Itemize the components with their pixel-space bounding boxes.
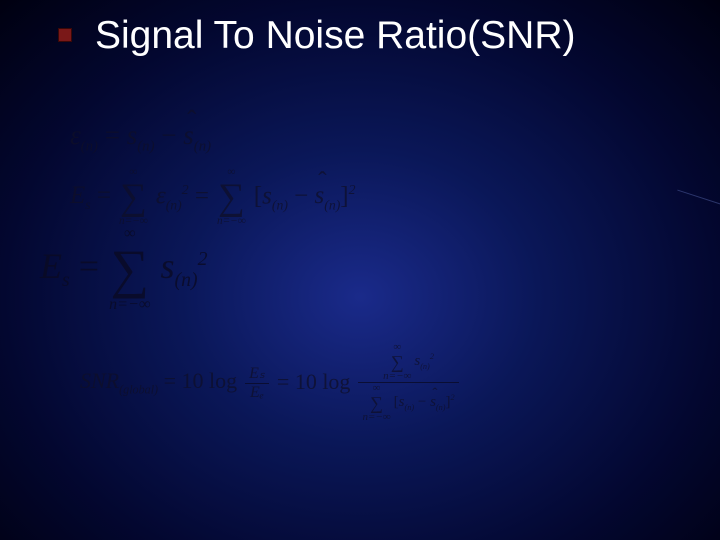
eq1-lhs-sym: ε — [70, 120, 81, 150]
eq4-num-sub: (n) — [420, 362, 430, 371]
equation-error-definition: ε(n) = s(n) − s(n) — [70, 120, 670, 155]
eq4-f2-num: ∞ ∑ n=−∞ s(n)2 — [379, 342, 438, 382]
eq4-num-sup: 2 — [430, 352, 434, 361]
eq4-d1-sub: (n) — [404, 403, 414, 412]
equation-snr-global: SNR(global) = 10 log Eₛ Eₑ = 10 log ∞ ∑ … — [80, 342, 670, 423]
eq2-t1-sub: (n) — [166, 197, 182, 212]
eq2-lbr: [ — [254, 182, 262, 209]
eq4-equals2: = — [277, 369, 295, 394]
eq2-t1-sup: 2 — [182, 182, 189, 197]
eq4-minus: − — [414, 394, 430, 410]
eq4-f1-den: Eₑ — [246, 384, 268, 402]
equation-error-energy: Es = ∞ ∑ n=−∞ ε(n)2 = ∞ ∑ n=−∞ [s(n) − s… — [70, 167, 670, 227]
eq3-lhs-sym: E — [40, 246, 62, 286]
eq4-ns-sym: ∑ — [391, 353, 404, 371]
eq2-sigma2: ∞ ∑ n=−∞ — [217, 167, 246, 227]
eq2-s2-lower: n=−∞ — [217, 216, 246, 227]
eq4-num-sigma: ∞ ∑ n=−∞ — [383, 342, 411, 382]
eq1-minus: − — [161, 120, 183, 150]
eq3-sigma: ∞ ∑ n=−∞ — [109, 225, 150, 311]
eq2-lhs-sub: s — [85, 197, 90, 212]
eq1-t1-sub: (n) — [137, 138, 154, 154]
eq1-t1-sym: s — [127, 120, 138, 150]
bullet-marker — [58, 28, 72, 42]
eq1-equals: = — [105, 120, 127, 150]
eq4-lhs: SNR — [80, 368, 119, 393]
eq3-term-sub: (n) — [175, 269, 198, 291]
eq2-t2a-sub: (n) — [272, 197, 288, 212]
eq2-t2a-sym: s — [262, 182, 272, 209]
eq3-lhs-sub: s — [62, 269, 70, 291]
decorative-line — [680, 205, 720, 235]
eq4-d2-sub: (n) — [436, 403, 446, 412]
slide-title: Signal To Noise Ratio(SNR) — [95, 14, 575, 58]
eq2-t2-sup: 2 — [349, 182, 356, 197]
eq2-rbr: ] — [340, 182, 348, 209]
eq2-equals: = — [97, 182, 111, 209]
eq2-s1-sym: ∑ — [120, 179, 147, 217]
eq4-lhs-sub: (global) — [119, 382, 158, 396]
eq4-f2-den: ∞ ∑ n=−∞ [s(n) − s(n)]2 — [358, 383, 458, 423]
eq4-equals: = — [164, 368, 182, 393]
equations-region: ε(n) = s(n) − s(n) Es = ∞ ∑ n=−∞ ε(n)2 =… — [70, 120, 670, 423]
eq4-ds-sym: ∑ — [370, 394, 383, 412]
eq1-t2-sym: s — [183, 120, 194, 151]
eq2-t2b-sub: (n) — [324, 197, 340, 212]
eq4-frac2: ∞ ∑ n=−∞ s(n)2 ∞ ∑ n=−∞ [s(n) − s(n)]2 — [358, 342, 458, 423]
eq3-s-sym: ∑ — [111, 242, 150, 296]
equation-signal-energy: Es = ∞ ∑ n=−∞ s(n)2 — [40, 225, 670, 311]
eq3-term-sym: s — [161, 246, 175, 286]
eq3-s-lower: n=−∞ — [109, 296, 150, 312]
eq2-minus: − — [288, 182, 315, 209]
eq4-10log1: 10 log — [182, 368, 238, 393]
eq4-ns-lower: n=−∞ — [383, 371, 411, 382]
eq4-ds-lower: n=−∞ — [362, 412, 390, 423]
eq1-t2-sub: (n) — [194, 138, 211, 154]
eq3-term-sup: 2 — [198, 248, 208, 270]
eq2-s2-sym: ∑ — [218, 179, 245, 217]
eq4-f1-num: Eₛ — [245, 363, 269, 383]
eq2-sigma1: ∞ ∑ n=−∞ — [119, 167, 148, 227]
eq4-den-sigma: ∞ ∑ n=−∞ — [362, 383, 390, 423]
eq4-frac1: Eₛ Eₑ — [245, 363, 269, 402]
eq1-lhs-sub: (n) — [81, 138, 98, 154]
eq4-d2-sym: s — [430, 394, 436, 411]
eq2-equals2: = — [195, 182, 209, 209]
eq4-10log2: 10 log — [295, 369, 351, 394]
eq3-equals: = — [79, 246, 99, 286]
eq2-t2b-sym: s — [315, 182, 325, 210]
eq2-t1-sym: ε — [156, 182, 166, 209]
eq2-lhs-sym: E — [70, 182, 85, 209]
eq4-den-sup: 2 — [451, 393, 455, 402]
